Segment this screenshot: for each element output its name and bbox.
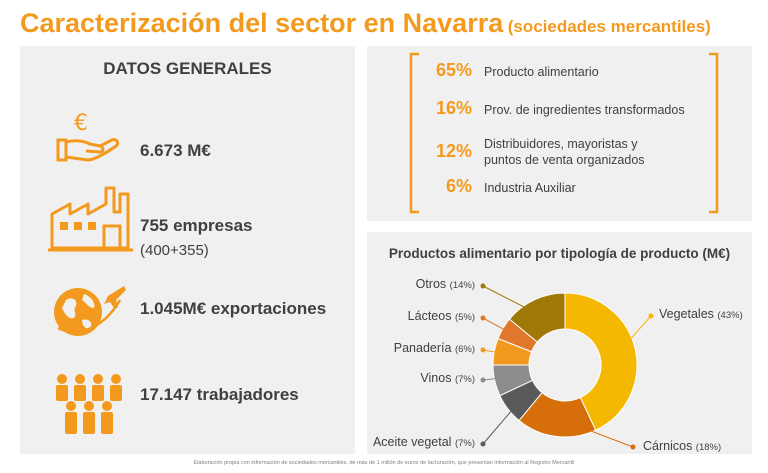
leader-line-1 [558, 418, 634, 448]
segment-row: 12% Distribuidores, mayoristas y puntos … [367, 136, 752, 170]
svg-text:€: € [74, 111, 88, 136]
workers-icon [56, 374, 122, 434]
leader-dot-4 [480, 347, 486, 353]
segments-panel: 65% Producto alimentario 16% Prov. de in… [367, 46, 752, 221]
leader-line-5 [482, 317, 519, 338]
leader-dot-6 [480, 283, 486, 289]
chart-title: Productos alimentario por tipología de p… [388, 246, 731, 261]
slice-label-5: Lácteos (5%) [408, 309, 475, 323]
workers-value: 17.147 trabajadores [140, 385, 299, 404]
donut-chart: Vegetales (43%) Cárnicos (18%) Aceite vege… [373, 277, 743, 453]
slice-label-4: Panadería (6%) [394, 341, 475, 355]
revenue-value: 6.673 M€ [140, 141, 211, 160]
page-title: Caracterización del sector en Navarra (s… [20, 8, 760, 44]
title-subtitle: (sociedades mercantiles) [507, 17, 711, 36]
segment-pct: 65% [435, 60, 472, 80]
segment-pct: 6% [445, 176, 472, 196]
segment-pct: 12% [435, 141, 472, 161]
leader-dot-5 [480, 315, 486, 321]
segment-row: 65% Producto alimentario [367, 60, 752, 94]
general-heading: DATOS GENERALES [103, 59, 272, 78]
exports-value: 1.045M€ exportaciones [140, 299, 327, 318]
left-bracket [409, 52, 419, 214]
leader-dot-1 [630, 444, 636, 450]
segment-pct: 16% [435, 98, 472, 118]
slice-label-3: Vinos (7%) [420, 371, 475, 385]
segment-label: Industria Auxiliar [484, 181, 576, 195]
leader-line-4 [482, 349, 513, 356]
leader-line-0 [617, 315, 652, 354]
slice-label-0: Vegetales (43%) [659, 307, 743, 321]
companies-breakdown: (400+355) [140, 242, 209, 259]
globe-plane-icon [54, 286, 126, 336]
segment-row: 16% Prov. de ingredientes transformados [367, 98, 752, 132]
footnote: Elaboración propia con información de so… [193, 460, 575, 466]
leader-dot-3 [480, 377, 486, 383]
leader-line-6 [482, 285, 543, 317]
chart-panel: Productos alimentario por tipología de p… [367, 232, 752, 454]
companies-value: 755 empresas [140, 216, 253, 235]
slice-label-1: Cárnicos (18%) [643, 439, 721, 453]
general-data-panel: DATOS GENERALES € 6.673 M€ 755 empresas … [20, 46, 355, 454]
leader-line-2 [482, 397, 523, 445]
leader-line-3 [482, 376, 513, 381]
leader-dot-0 [648, 313, 654, 319]
donut-slice-0 [564, 292, 638, 431]
leader-dot-2 [480, 441, 486, 447]
slice-label-6: Otros (14%) [416, 277, 475, 291]
segment-label: Distribuidores, mayoristas y puntos de v… [484, 137, 645, 167]
segment-label: Producto alimentario [484, 65, 599, 79]
right-bracket [709, 52, 719, 214]
title-main: Caracterización del sector en Navarra [20, 8, 504, 38]
slice-label-2: Aceite vegetal (7%) [373, 435, 475, 449]
segment-row: 6% Industria Auxiliar [367, 176, 752, 210]
segment-label: Prov. de ingredientes transformados [484, 103, 685, 117]
euro-hand-icon: € [56, 111, 120, 162]
factory-icon [48, 186, 133, 252]
